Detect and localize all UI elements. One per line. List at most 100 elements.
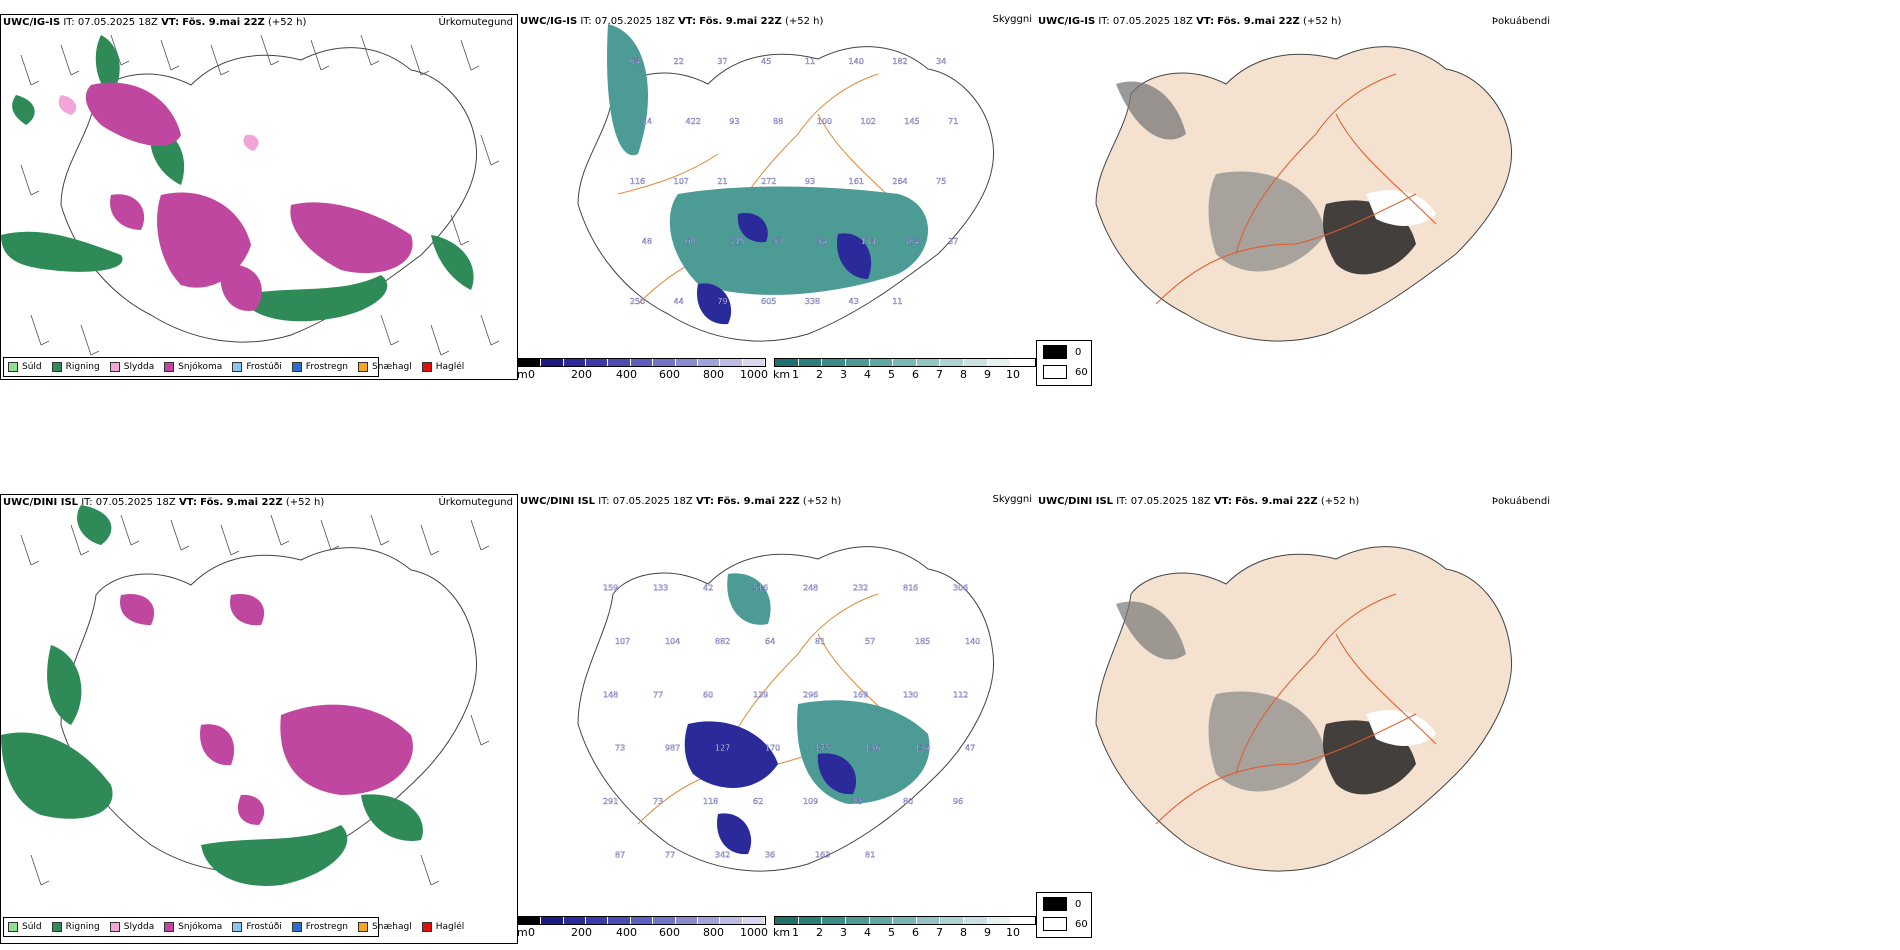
model-name: UWC/DINI ISL [520,496,596,507]
colorbar-tick: 8 [960,926,967,939]
cloud-height-label: 987 [665,744,680,753]
cloud-height-label: 605 [761,297,776,306]
init-time: 07.05.2025 18Z [612,496,693,507]
legend-label: Súld [22,362,42,372]
fog-map-1 [1095,46,1513,342]
wind-barbs [20,34,500,356]
colorbar-tick: 0 [528,926,535,939]
legend-item: Frostregn [291,362,348,372]
legend-item: Snjókoma [164,362,222,372]
cloud-height-label: 115 [729,237,744,246]
colorbar-tick: 9 [984,926,991,939]
vt-label: VT: [1196,16,1215,27]
cloud-base-panel-2: 159 133 42 516 248 232 816 306 107 104 882 64 81 57 18… [517,494,1036,946]
legend-swatch [358,922,369,932]
cloud-height-label: 109 [803,797,818,806]
cloud-height-label: 516 [753,584,768,593]
cloud-height-label: 816 [903,584,918,593]
it-label: IT: [580,16,592,27]
colorbar-m-unit: m [517,368,528,381]
lead-time: (+52 h) [784,16,824,27]
colorbar-tick: 200 [571,368,592,381]
cloud-height-label: 60 [686,237,696,246]
legend-swatch [1043,917,1067,931]
colorbar-km: km 1 2 3 4 5 6 7 8 9 10 [773,916,1036,946]
cloud-height-label: 44 [674,297,684,306]
legend-swatch [109,922,120,932]
precip-type-panel-2: UWC/DINI ISL IT: 07.05.2025 18Z VT: Fös.… [0,494,518,944]
cloud-height-label: 107 [615,637,630,646]
legend-label: Slydda [123,362,155,372]
panel-type-label: Skyggni [992,14,1032,25]
iceland-outline [577,546,995,872]
panel-title-1: UWC/IG-IS IT: 07.05.2025 18Z VT: Fös. 9.… [3,17,306,28]
colorbar-tick: 1 [792,926,799,939]
legend-label: 60 [1075,366,1088,378]
legend-swatch [51,362,62,372]
cloud-height-label: 45 [761,57,771,66]
legend-swatch [8,362,18,372]
cloud-height-label: 60 [703,690,713,699]
snow-areas [85,82,413,311]
legend-item: Haglél [421,922,464,932]
cloud-height-label: 264 [892,177,907,186]
valid-time: Fös. 9.mai 22Z [1217,16,1300,27]
cloud-height-label: 232 [853,584,868,593]
cloud-height-label: 54 [817,237,827,246]
cloud-height-label: 80 [903,797,913,806]
vt-label: VT: [178,497,197,508]
legend-item: Slydda [109,362,155,372]
colorbar-tick: 6 [912,368,919,381]
colorbar-m: m 0 200 400 600 800 1000 [517,358,768,388]
panel-type-label: Þokuábendi [1491,496,1550,507]
roads [1155,593,1437,825]
lead-time: (+52 h) [802,496,842,507]
legend-label: Rigning [65,362,100,372]
cloud-height-label: 182 [892,57,907,66]
cloud-height-label: 96 [953,797,963,806]
legend-swatch [291,362,302,372]
legend-item: Frostúði [232,922,282,932]
colorbar-tick: 3 [840,926,847,939]
cloud-height-label: 133 [653,584,668,593]
cloud-height-label: 338 [805,297,820,306]
fog-panel-1: UWC/IG-IS IT: 07.05.2025 18Z VT: Fös. 9.… [1036,14,1554,386]
cloud-height-label: 42 [703,584,713,593]
legend-swatch [358,362,369,372]
cloud-height-label: 164 [904,237,919,246]
snow-areas [120,594,413,825]
colorbar-tick: 600 [659,926,680,939]
colorbar-km-unit: km [773,368,791,381]
legend-label: Rigning [65,922,100,932]
colorbar-tick: 1000 [740,926,768,939]
cloud-height-label: 71 [948,117,958,126]
init-time: 07.05.2025 18Z [1130,496,1211,507]
cloud-height-label: 21 [717,177,727,186]
cloud-height-label: 139 [753,690,768,699]
colorbar-tick: 5 [888,926,895,939]
precip-type-map-2 [1,505,490,886]
cloud-height-label: 11 [805,57,815,66]
wind-barbs [20,514,490,886]
model-name: UWC/IG-IS [1038,16,1096,27]
cloud-height-label: 81 [865,850,875,859]
legend-item: Slydda [109,922,154,932]
fog-legend: 0 60 [1036,340,1092,386]
legend-swatch [1043,345,1067,359]
cloud-height-label: 148 [603,690,618,699]
colorbar-tick: 800 [703,926,724,939]
legend-item: Súld [8,922,42,932]
fog-legend-item: 0 [1043,345,1081,359]
vt-label: VT: [1213,496,1232,507]
iceland-outline [577,46,995,342]
legend-item: Rigning [51,362,100,372]
fog-legend-item: 0 [1043,897,1081,911]
it-label: IT: [1098,16,1110,27]
precip-type-map-1 [1,34,500,356]
it-label: IT: [81,497,93,508]
legend-swatch [232,362,243,372]
colorbar-tick: 8 [960,368,967,381]
colorbar-m-strip [518,358,766,367]
lead-time: (+52 h) [285,497,325,508]
cloud-base-panel-1: 64 22 37 45 11 140 182 34 14 422 93 88 100 102 145 71 11… [517,14,1036,381]
